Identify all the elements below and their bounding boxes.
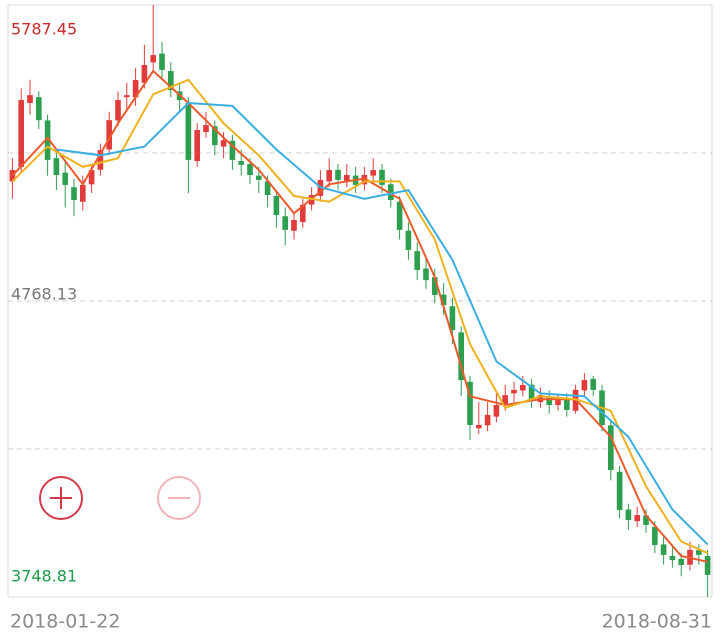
candle-body — [264, 181, 271, 196]
candle-body — [555, 400, 561, 405]
y-tick-label: 5787.45 — [11, 20, 77, 39]
candle-body — [396, 201, 403, 230]
y-tick-label: 4768.13 — [11, 285, 77, 304]
candle-body — [79, 184, 86, 202]
candle-body — [185, 102, 192, 160]
candle-body — [484, 414, 491, 426]
candle-body — [247, 163, 253, 176]
candle-body — [634, 515, 641, 522]
candle-body — [643, 515, 649, 525]
candle-body — [141, 64, 148, 83]
candle-body — [132, 80, 139, 98]
candle-body — [678, 558, 685, 566]
candle-body — [370, 170, 377, 176]
candle-body — [493, 404, 500, 417]
candle-body — [458, 332, 465, 381]
candle-body — [546, 396, 553, 405]
moving-average-line — [11, 78, 709, 555]
candle-body — [335, 169, 341, 180]
candle-body — [405, 230, 412, 250]
candle-body — [704, 555, 711, 575]
candle-body — [115, 100, 121, 121]
candle-body — [361, 175, 368, 185]
candle-body — [97, 150, 104, 170]
candle-body — [211, 126, 218, 146]
candle-body — [238, 161, 245, 165]
candle-body — [44, 120, 51, 160]
candle-body — [511, 389, 517, 394]
candle-body — [194, 129, 201, 162]
candle-body — [123, 95, 130, 98]
candle-body — [519, 384, 526, 391]
candle-body — [18, 100, 25, 167]
plot: 3748.81 4768.13 5787.45 — [8, 5, 712, 597]
candle-body — [423, 268, 429, 281]
candle-body — [159, 53, 165, 70]
candle-body — [220, 140, 227, 147]
x-tick-label: 2018-08-31 — [602, 611, 712, 633]
candle-body — [53, 158, 60, 176]
candle-body — [414, 251, 421, 270]
candle-body — [62, 172, 69, 185]
candle-body — [440, 294, 447, 306]
y-tick-label: 3748.81 — [11, 567, 77, 586]
candle-body — [273, 195, 280, 216]
candle-body — [88, 170, 95, 185]
candle-body — [475, 425, 482, 429]
candle-body — [299, 204, 306, 223]
candle-body — [669, 555, 676, 561]
zoom-in-button[interactable] — [39, 476, 83, 520]
candle-body — [695, 550, 702, 555]
candle-body — [9, 170, 16, 182]
zoom-out-button[interactable] — [157, 476, 201, 520]
candle-body — [528, 384, 535, 401]
candle-body — [431, 277, 438, 295]
moving-average-line — [11, 69, 708, 563]
candle-body — [449, 306, 456, 331]
candle-body — [167, 71, 174, 90]
candle-body — [326, 170, 333, 182]
candle-body — [106, 120, 113, 150]
candle-body — [27, 95, 33, 103]
candle-body — [379, 169, 385, 185]
candle-body — [467, 381, 473, 426]
moving-average-line — [56, 101, 709, 546]
x-tick-label: 2018-01-22 — [10, 611, 120, 633]
candle-body — [581, 380, 588, 391]
candle-body — [282, 216, 289, 230]
candle-body — [71, 187, 77, 200]
candle-body — [150, 55, 157, 63]
candle-body — [563, 399, 570, 410]
candle-body — [343, 175, 350, 182]
candle-body — [229, 140, 236, 160]
candle-body — [203, 125, 209, 133]
candle-body — [35, 97, 42, 121]
candle-body — [387, 184, 394, 200]
candle-body — [607, 425, 614, 471]
candle-body — [291, 220, 297, 231]
candle-body — [616, 471, 623, 511]
candle-body — [590, 378, 597, 390]
candle-body — [651, 526, 658, 545]
candle-body — [502, 395, 509, 405]
candle-body — [660, 544, 667, 555]
candle-body — [255, 175, 262, 180]
candle-body — [625, 509, 632, 520]
